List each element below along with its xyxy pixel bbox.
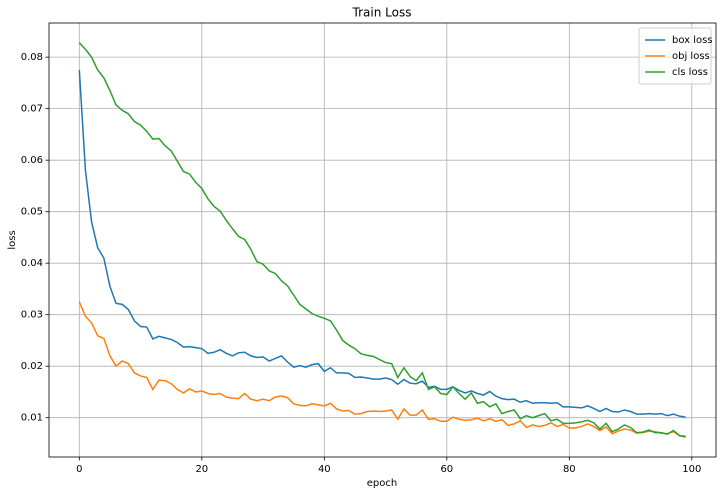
y-tick-label: 0.04 — [21, 258, 43, 269]
x-tick-label: 100 — [682, 464, 701, 475]
y-tick-label: 0.08 — [21, 52, 43, 63]
line-series — [78, 69, 686, 418]
y-tick-label: 0.06 — [21, 155, 43, 166]
x-tick-label: 0 — [76, 464, 82, 475]
chart-title: Train Loss — [352, 6, 412, 20]
x-tick-label: 60 — [440, 464, 453, 475]
legend-label: cls loss — [672, 67, 708, 78]
y-tick-label: 0.05 — [21, 207, 43, 218]
axes-frame — [48, 22, 717, 458]
y-tick-label: 0.03 — [21, 310, 43, 321]
y-axis-label: loss — [7, 230, 18, 249]
line-series — [78, 301, 686, 439]
y-tick-label: 0.07 — [21, 104, 43, 115]
y-tick-label: 0.02 — [21, 361, 43, 372]
y-tick-label: 0.01 — [21, 413, 43, 424]
x-tick-label: 20 — [195, 464, 208, 475]
legend-label: box loss — [672, 35, 713, 46]
line-series — [78, 42, 686, 437]
legend-label: obj loss — [672, 51, 710, 62]
x-tick-label: 40 — [318, 464, 331, 475]
x-tick-label: 80 — [563, 464, 576, 475]
x-axis-label: epoch — [367, 478, 397, 489]
legend-box — [638, 27, 712, 85]
